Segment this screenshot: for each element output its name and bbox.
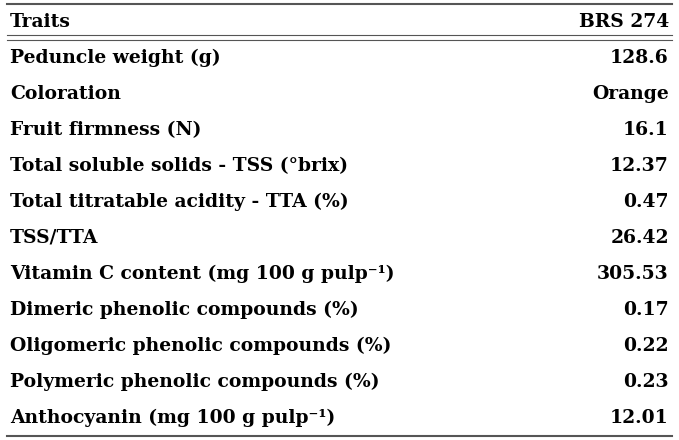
Text: 128.6: 128.6 <box>610 49 669 67</box>
Text: Vitamin C content (mg 100 g pulp⁻¹): Vitamin C content (mg 100 g pulp⁻¹) <box>10 265 394 283</box>
Text: BRS 274: BRS 274 <box>579 13 669 31</box>
Text: Dimeric phenolic compounds (%): Dimeric phenolic compounds (%) <box>10 301 359 319</box>
Text: 305.53: 305.53 <box>597 265 669 283</box>
Text: Polymeric phenolic compounds (%): Polymeric phenolic compounds (%) <box>10 373 380 391</box>
Text: Anthocyanin (mg 100 g pulp⁻¹): Anthocyanin (mg 100 g pulp⁻¹) <box>10 408 335 427</box>
Text: 12.37: 12.37 <box>610 157 669 175</box>
Text: Orange: Orange <box>592 85 669 103</box>
Text: 12.01: 12.01 <box>610 409 669 427</box>
Text: Total soluble solids - TSS (°brix): Total soluble solids - TSS (°brix) <box>10 157 348 175</box>
Text: 0.22: 0.22 <box>623 337 669 355</box>
Text: 16.1: 16.1 <box>623 121 669 139</box>
Text: TSS/TTA: TSS/TTA <box>10 229 98 247</box>
Text: 0.17: 0.17 <box>623 301 669 319</box>
Text: Total titratable acidity - TTA (%): Total titratable acidity - TTA (%) <box>10 193 349 211</box>
Text: Traits: Traits <box>10 13 71 31</box>
Text: 26.42: 26.42 <box>610 229 669 247</box>
Text: Oligomeric phenolic compounds (%): Oligomeric phenolic compounds (%) <box>10 337 392 355</box>
Text: 0.23: 0.23 <box>623 373 669 391</box>
Text: Fruit firmness (N): Fruit firmness (N) <box>10 121 202 139</box>
Text: Coloration: Coloration <box>10 85 121 103</box>
Text: 0.47: 0.47 <box>623 193 669 211</box>
Text: Peduncle weight (g): Peduncle weight (g) <box>10 49 221 67</box>
